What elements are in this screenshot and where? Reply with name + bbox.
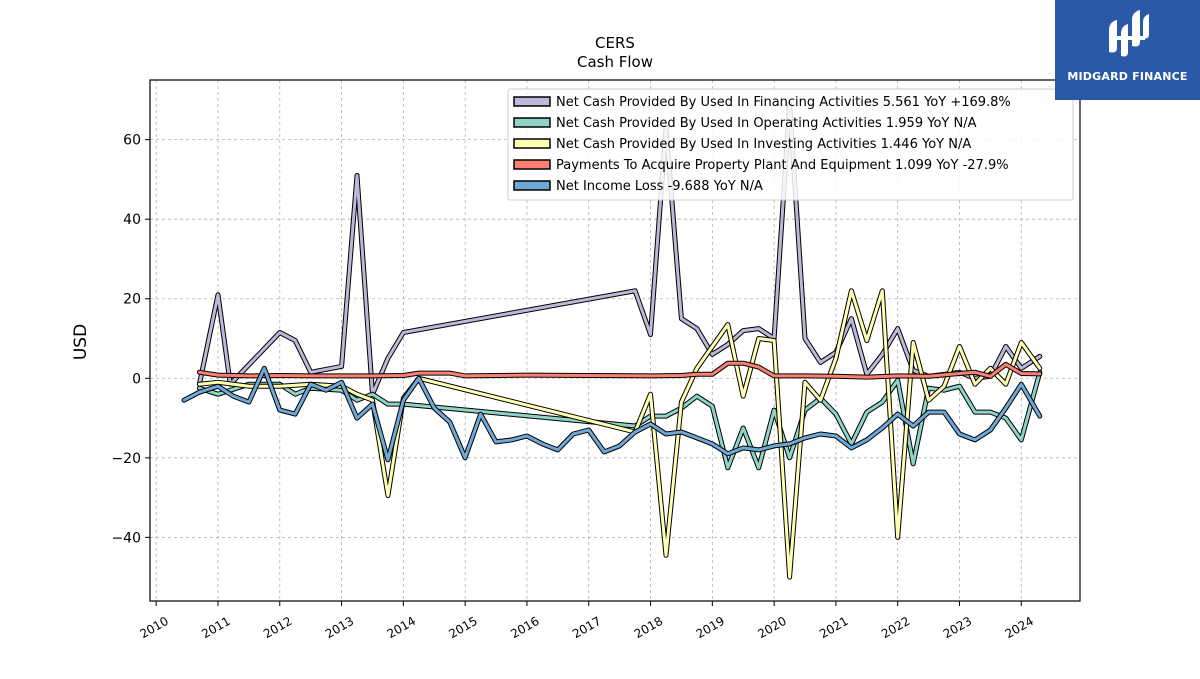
legend-label: Payments To Acquire Property Plant And E… (556, 158, 1009, 173)
y-tick-label: −40 (111, 530, 141, 546)
legend: Net Cash Provided By Used In Financing A… (507, 88, 1074, 201)
legend-label: Net Cash Provided By Used In Investing A… (556, 137, 971, 152)
y-axis-label: USD (71, 324, 91, 360)
plot-frame (149, 79, 1081, 602)
x-tick-label: 2017 (570, 614, 603, 641)
x-tick-label: 2010 (137, 614, 170, 641)
chart-subtitle: Cash Flow (577, 53, 653, 71)
x-tick-label: 2022 (879, 614, 912, 641)
x-tick-label: 2011 (199, 614, 232, 641)
logo-text: MIDGARD FINANCE (1067, 70, 1188, 83)
logo-mark-icon (1109, 10, 1149, 57)
x-tick-label: 2014 (385, 614, 418, 641)
series-line (197, 361, 1042, 379)
legend-label: Net Cash Provided By Used In Financing A… (556, 95, 1011, 110)
legend-swatch (513, 138, 551, 149)
x-tick-label: 2024 (1003, 614, 1036, 641)
legend-swatch (513, 117, 551, 128)
legend-box (507, 88, 1074, 201)
x-tick-label: 2016 (508, 614, 541, 641)
y-tick-label: 20 (123, 292, 141, 308)
series-line (197, 289, 1042, 579)
y-tick-label: 0 (132, 371, 141, 387)
midgard-finance-logo: MIDGARD FINANCE (1055, 0, 1200, 100)
x-tick-label: 2020 (755, 614, 788, 641)
y-tick-label: 40 (123, 212, 141, 228)
legend-swatch (513, 96, 551, 107)
x-tick-label: 2018 (632, 614, 665, 641)
x-tick-label: 2023 (941, 614, 974, 641)
series-line (182, 366, 1042, 462)
legend-swatch (513, 159, 551, 170)
x-tick-label: 2021 (817, 614, 850, 641)
series-outline (196, 288, 1043, 580)
legend-label: Net Income Loss -9.688 YoY N/A (556, 179, 763, 194)
legend-label: Net Cash Provided By Used In Operating A… (556, 116, 977, 131)
x-tick-label: 2015 (446, 614, 479, 641)
x-tick-label: 2012 (261, 614, 294, 641)
series-layer (181, 101, 1043, 580)
y-tick-label: −20 (111, 451, 141, 467)
y-tick-label: 60 (123, 133, 141, 149)
x-tick-label: 2013 (323, 614, 356, 641)
legend-swatch (513, 180, 551, 191)
x-tick-label: 2019 (694, 614, 727, 641)
chart-title: CERS (595, 34, 635, 52)
